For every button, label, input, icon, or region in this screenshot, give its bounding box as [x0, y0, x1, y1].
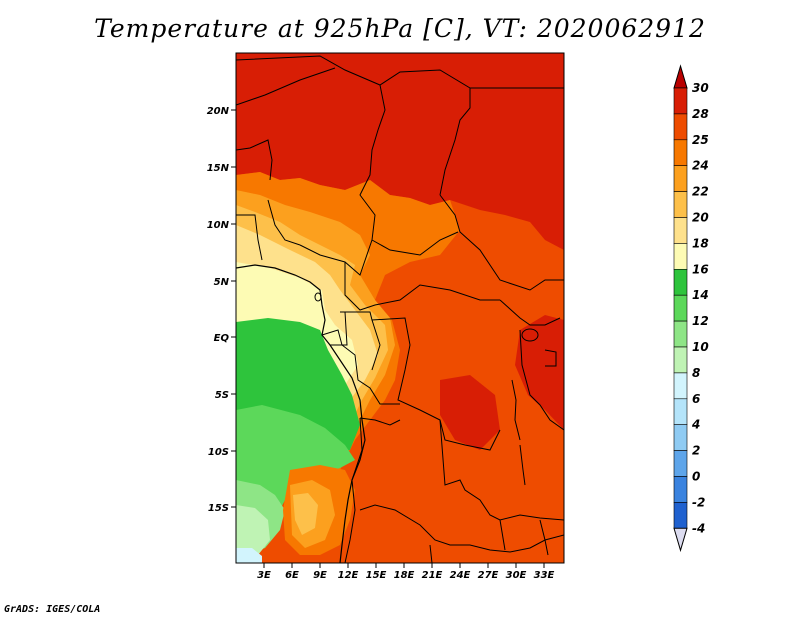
lon-tick-label: 30E	[506, 570, 527, 581]
colorbar-label: 28	[692, 107, 709, 121]
colorbar-box	[673, 217, 688, 244]
colorbar-box	[673, 502, 688, 529]
lakes	[314, 292, 557, 556]
colorbar-label: 18	[692, 236, 709, 250]
colorbar-box	[673, 139, 688, 167]
colorbar-box	[673, 243, 688, 270]
colorbar-box	[673, 476, 688, 503]
colorbar-box	[673, 268, 688, 296]
field-east-hot	[515, 315, 564, 430]
colorbar-box	[673, 424, 688, 451]
lat-tick-label: 15N	[207, 163, 230, 174]
colorbar-box	[673, 113, 688, 141]
lat-tick-label: 5S	[215, 390, 229, 401]
coastline	[236, 264, 366, 563]
colorbar-label: 10	[692, 340, 709, 354]
latitude-axis: 20N 15N 10N 5N EQ 5S 10S 15S	[207, 106, 236, 514]
colorbar-label: 12	[692, 314, 709, 328]
country-borders	[236, 55, 564, 563]
colorbar-label: 2	[692, 444, 700, 458]
lon-tick-label: 9E	[313, 570, 327, 581]
lat-tick-label: 10N	[207, 220, 230, 231]
temperature-field	[236, 53, 564, 563]
colorbar-box	[673, 346, 688, 374]
longitude-axis: 3E 6E 9E 12E 15E 18E 21E 24E 27E 30E 33E	[257, 563, 555, 581]
colorbar-box	[673, 372, 688, 400]
colorbar-box	[673, 450, 688, 477]
colorbar-label: 16	[692, 262, 709, 276]
map-frame	[235, 52, 565, 564]
grads-credit: GrADS: IGES/COLA	[4, 604, 101, 615]
colorbar-over-triangle	[673, 64, 688, 89]
lon-tick-label: 21E	[422, 570, 443, 581]
lon-tick-label: 24E	[450, 570, 471, 581]
colorbar-label: 4	[691, 418, 700, 432]
colorbar-label: 6	[692, 392, 700, 406]
colorbar-box	[673, 165, 688, 192]
lon-tick-label: 12E	[338, 570, 359, 581]
colorbar-box	[673, 87, 688, 115]
field-ocean-cyan	[236, 548, 262, 563]
lat-tick-label: 10S	[208, 447, 229, 458]
colorbar-label: 14	[692, 288, 709, 302]
colorbar-under-triangle	[673, 527, 688, 553]
colorbar-box	[673, 398, 688, 425]
colorbar-label: -4	[692, 521, 705, 535]
colorbar-box	[673, 191, 688, 218]
colorbar-label: 0	[692, 470, 700, 484]
colorbar-label: 22	[692, 185, 709, 199]
lon-tick-label: 18E	[394, 570, 415, 581]
colorbar-label: -2	[692, 495, 705, 509]
colorbar-label: 25	[692, 133, 709, 147]
colorbar-label: 30	[692, 81, 709, 95]
field-congo-hot	[440, 375, 500, 450]
lon-tick-label: 6E	[285, 570, 299, 581]
lat-tick-label: EQ	[214, 333, 230, 344]
lat-tick-label: 20N	[207, 106, 230, 117]
colorbar-box	[673, 294, 688, 322]
field-ocean-green4	[236, 505, 270, 560]
colorbar-box	[673, 320, 688, 348]
lon-tick-label: 15E	[366, 570, 387, 581]
lon-tick-label: 27E	[478, 570, 499, 581]
field-south-20	[293, 493, 318, 535]
colorbar-label: 24	[692, 159, 709, 173]
lat-tick-label: 5N	[214, 277, 230, 288]
lon-tick-label: 33E	[534, 570, 555, 581]
colorbar-label: 20	[692, 211, 709, 225]
lon-tick-label: 3E	[257, 570, 271, 581]
lat-tick-label: 15S	[208, 503, 229, 514]
field-north-hot	[236, 53, 564, 250]
map-title: Temperature at 925hPa [C], VT: 202006291…	[94, 14, 706, 43]
colorbar-label: 8	[692, 366, 700, 380]
